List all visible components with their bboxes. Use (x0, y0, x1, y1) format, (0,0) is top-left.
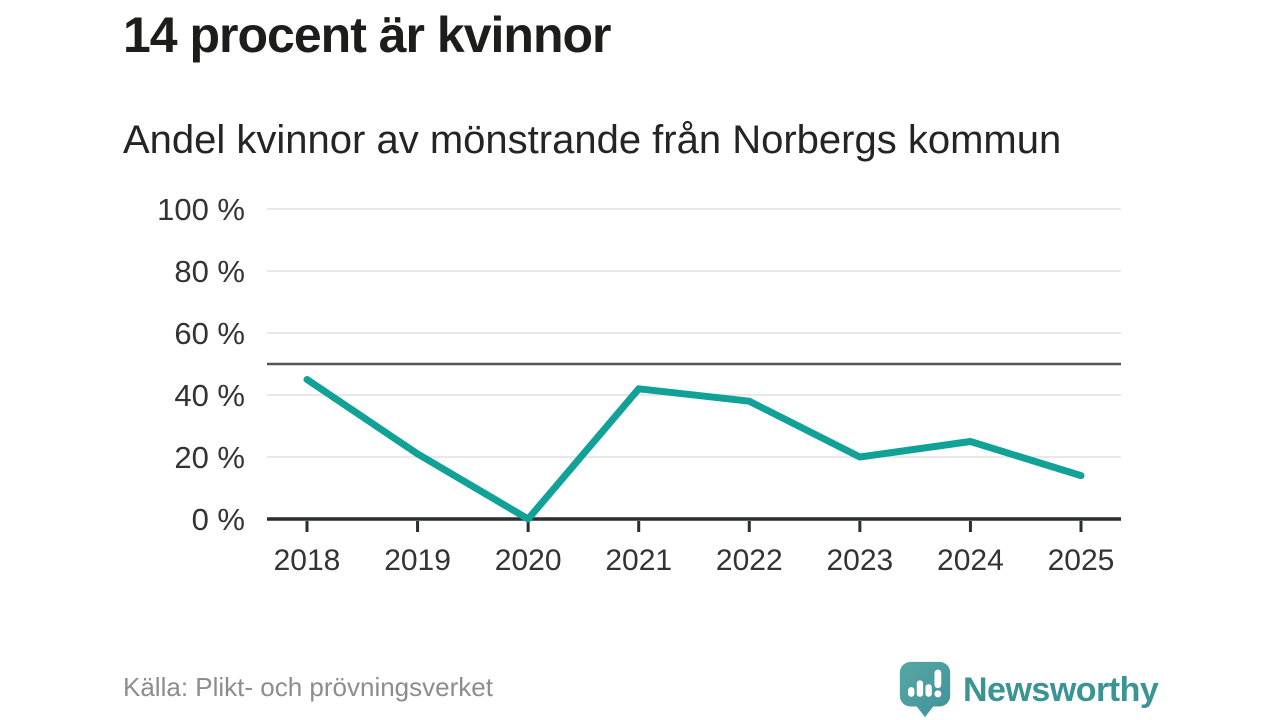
x-axis-label: 2023 (826, 544, 893, 577)
x-axis-label: 2024 (937, 544, 1004, 577)
chart-subtitle: Andel kvinnor av mönstrande från Norberg… (123, 118, 1062, 162)
logo-bar-3 (925, 684, 932, 697)
newsworthy-logo: Newsworthy (897, 660, 1159, 720)
source-note: Källa: Plikt- och prövningsverket (123, 672, 493, 702)
logo-exclamation-dot (934, 690, 942, 698)
x-axis-label: 2021 (605, 544, 672, 577)
y-axis-label: 0 % (192, 502, 245, 537)
logo-bar-2 (916, 680, 924, 697)
y-axis-label: 20 % (174, 440, 245, 475)
x-axis-label: 2018 (274, 544, 341, 577)
x-axis-label: 2025 (1048, 544, 1115, 577)
data-line-andel-kvinnor (303, 376, 1085, 523)
logo-exclamation-bar (934, 669, 942, 689)
chart-title: 14 procent är kvinnor (123, 7, 611, 63)
line-chart: 0 % 20 % 40 % 60 % 80 % 100 % 2018 2019 2020 2021… (157, 192, 1121, 577)
speech-bubble-shape (899, 661, 951, 718)
x-axis-label: 2019 (384, 544, 451, 577)
y-axis-label: 100 % (157, 192, 245, 227)
y-axis-label: 40 % (174, 378, 245, 413)
x-axis-label: 2022 (716, 544, 783, 577)
newsworthy-logo-icon (899, 661, 951, 718)
y-axis-label: 80 % (174, 254, 245, 289)
y-axis-label: 60 % (174, 316, 245, 351)
x-axis-label: 2020 (495, 544, 562, 577)
newsworthy-logo-text: Newsworthy (963, 670, 1159, 709)
logo-bar-1 (908, 687, 915, 697)
